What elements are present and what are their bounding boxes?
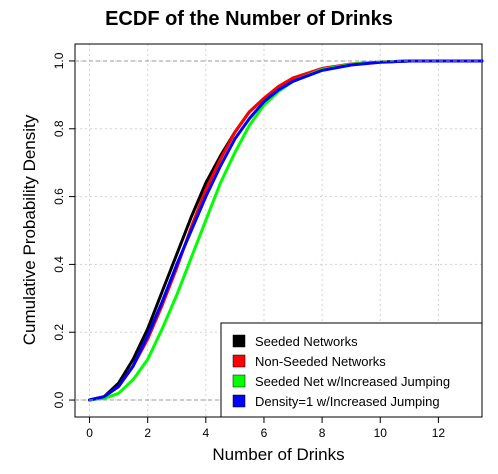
x-tick-label: 8 xyxy=(319,426,326,440)
y-axis-label: Cumulative Probability Density xyxy=(20,114,39,346)
legend-box xyxy=(220,322,483,418)
legend-swatch xyxy=(232,374,246,388)
series-line-4 xyxy=(88,59,484,402)
x-axis-label: Number of Drinks xyxy=(212,445,345,464)
x-tick-label: 4 xyxy=(202,426,209,440)
y-tick-label: 0.8 xyxy=(52,120,66,137)
x-tick-label: 12 xyxy=(432,426,446,440)
legend-swatch xyxy=(232,334,246,348)
y-tick-label: 1.0 xyxy=(52,52,66,69)
legend-swatch xyxy=(232,354,246,368)
series-group xyxy=(88,59,484,402)
x-tick-label: 6 xyxy=(261,426,268,440)
y-tick-label: 0.4 xyxy=(52,256,66,273)
legend-label: Seeded Net w/Increased Jumping xyxy=(255,374,450,389)
legend-label: Non-Seeded Networks xyxy=(255,354,386,369)
y-tick-label: 0.0 xyxy=(52,391,66,408)
legend-label: Density=1 w/Increased Jumping xyxy=(255,394,440,409)
y-tick-label: 0.6 xyxy=(52,188,66,205)
x-tick-label: 10 xyxy=(374,426,388,440)
legend-label: Seeded Networks xyxy=(255,334,358,349)
x-tick-label: 2 xyxy=(144,426,151,440)
chart-title: ECDF of the Number of Drinks xyxy=(105,8,393,30)
y-tick-label: 0.2 xyxy=(52,324,66,341)
legend-swatch xyxy=(232,394,246,408)
x-tick-label: 0 xyxy=(86,426,93,440)
